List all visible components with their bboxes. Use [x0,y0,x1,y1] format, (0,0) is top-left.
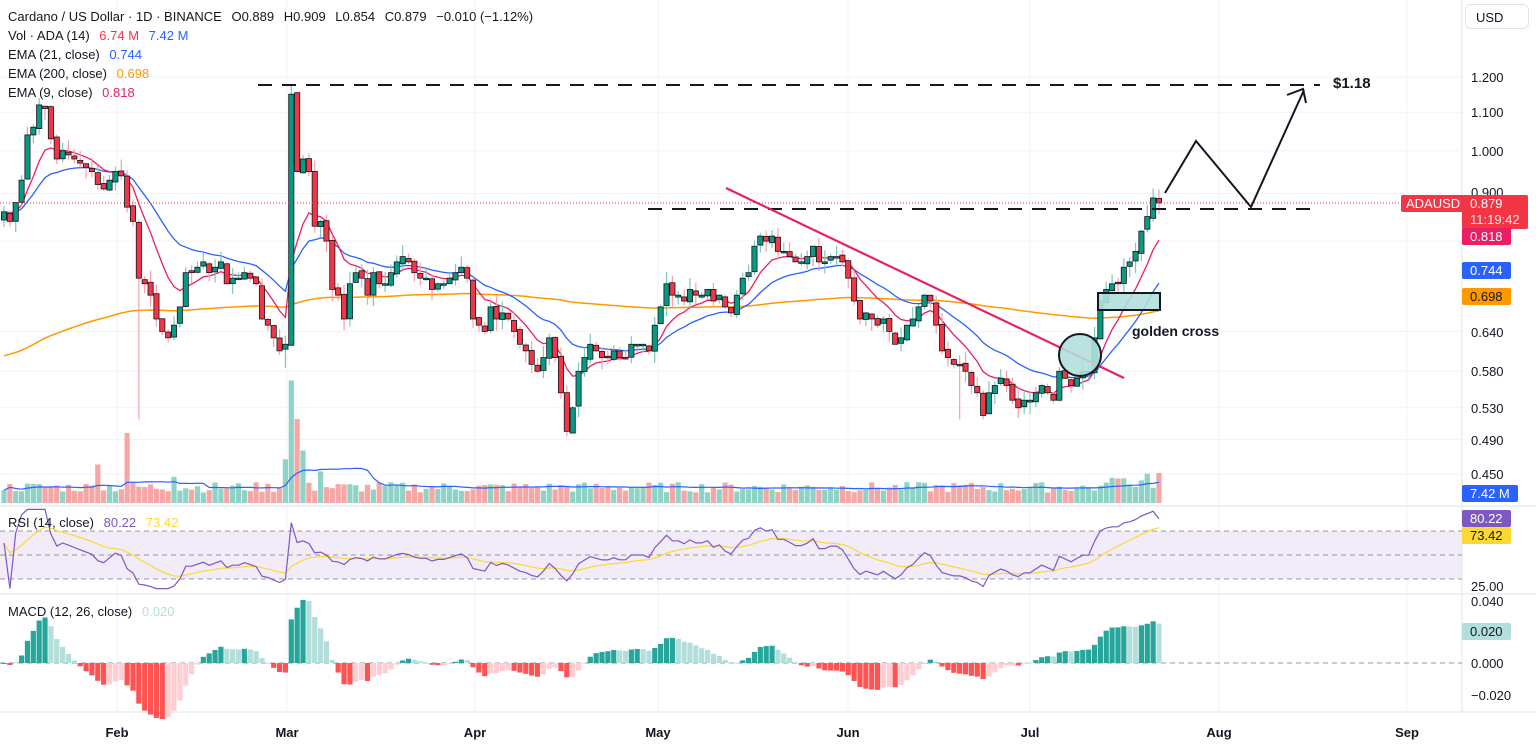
ohlc-close: C0.879 [384,9,427,24]
ema200-legend[interactable]: EMA (200, close) 0.698 [8,64,155,83]
target-price-label[interactable]: $1.18 [1333,75,1371,92]
rsi-label: RSI (14, close) [8,515,94,530]
ema21-line [3,166,1160,379]
macd-tick: 0.040 [1471,594,1504,609]
ema200-value: 0.698 [116,66,150,81]
ohlc-low: L0.854 [335,9,376,24]
currency-button[interactable]: USD [1465,4,1529,29]
volume-value: 6.74 M [99,28,140,43]
macd-histogram [0,599,1462,720]
price-tick: 1.000 [1471,144,1504,159]
countdown-timer: 11:19:42 [1470,212,1520,227]
price-tick: 0.640 [1471,325,1504,340]
ohlc-open: O0.889 [231,9,275,24]
macd-tag: 0.020 [1462,623,1511,640]
volume-ma-tag: 7.42 M [1462,485,1518,502]
price-change: −0.010 (−1.12%) [436,9,534,24]
rsi-band [0,530,1462,580]
time-label-mar: Mar [275,725,299,740]
time-label-aug: Aug [1206,725,1232,740]
rsi-legend[interactable]: RSI (14, close) 80.22 73.42 [8,513,184,532]
symbol-title: Cardano / US Dollar · 1D · BINANCE [8,9,222,24]
symbol-tag: ADAUSD [1401,195,1466,212]
ema200-tag: 0.698 [1462,288,1511,305]
price-tick: 1.200 [1471,70,1504,85]
ema9-line [3,147,1160,394]
volume-legend[interactable]: Vol · ADA (14) 6.74 M 7.42 M [8,26,194,45]
time-label-jun: Jun [836,725,860,740]
symbol-legend: Cardano / US Dollar · 1D · BINANCE O0.88… [8,7,539,26]
rsi-ma-tag: 73.42 [1462,527,1511,544]
price-tick: 1.100 [1471,105,1504,120]
price-tick: 0.490 [1471,433,1504,448]
last-price-value: 0.879 [1470,196,1503,211]
rsi-tag: 80.22 [1462,510,1511,527]
price-tick: 0.530 [1471,401,1504,416]
last-price-tag: 0.879 11:19:42 [1462,195,1528,229]
candlesticks [0,83,1163,437]
rsi-ma-value: 73.42 [145,515,179,530]
volume-ma-value: 7.42 M [148,28,189,43]
time-label-apr: Apr [463,725,487,740]
drawing-annotations [0,84,1462,379]
time-label-jul: Jul [1020,725,1040,740]
ohlc-high: H0.909 [283,9,326,24]
macd-legend[interactable]: MACD (12, 26, close) 0.020 [8,602,180,621]
price-tick: 0.450 [1471,467,1504,482]
rsi-value: 80.22 [103,515,137,530]
time-label-feb: Feb [105,725,129,740]
time-label-may: May [645,725,671,740]
rsi-tick: 25.00 [1471,579,1504,594]
ema9-legend[interactable]: EMA (9, close) 0.818 [8,83,141,102]
ema21-label: EMA (21, close) [8,47,100,62]
golden-cross-label[interactable]: golden cross [1132,323,1220,339]
price-tick: 0.580 [1471,364,1504,379]
macd-value: 0.020 [141,604,175,619]
ema21-legend[interactable]: EMA (21, close) 0.744 [8,45,148,64]
time-label-sep: Sep [1395,725,1419,740]
grid-lines [0,0,1536,713]
volume-label: Vol · ADA (14) [8,28,90,43]
macd-tick: 0.000 [1471,656,1504,671]
ema21-tag: 0.744 [1462,262,1511,279]
ema200-label: EMA (200, close) [8,66,107,81]
ema9-label: EMA (9, close) [8,85,93,100]
ema9-value: 0.818 [102,85,135,100]
ema21-value: 0.744 [109,47,142,62]
macd-tick: −0.020 [1471,688,1512,703]
ema9-tag: 0.818 [1462,228,1511,245]
volume-bars [1,380,1162,503]
macd-label: MACD (12, 26, close) [8,604,133,619]
rsi-lines [3,508,1160,590]
